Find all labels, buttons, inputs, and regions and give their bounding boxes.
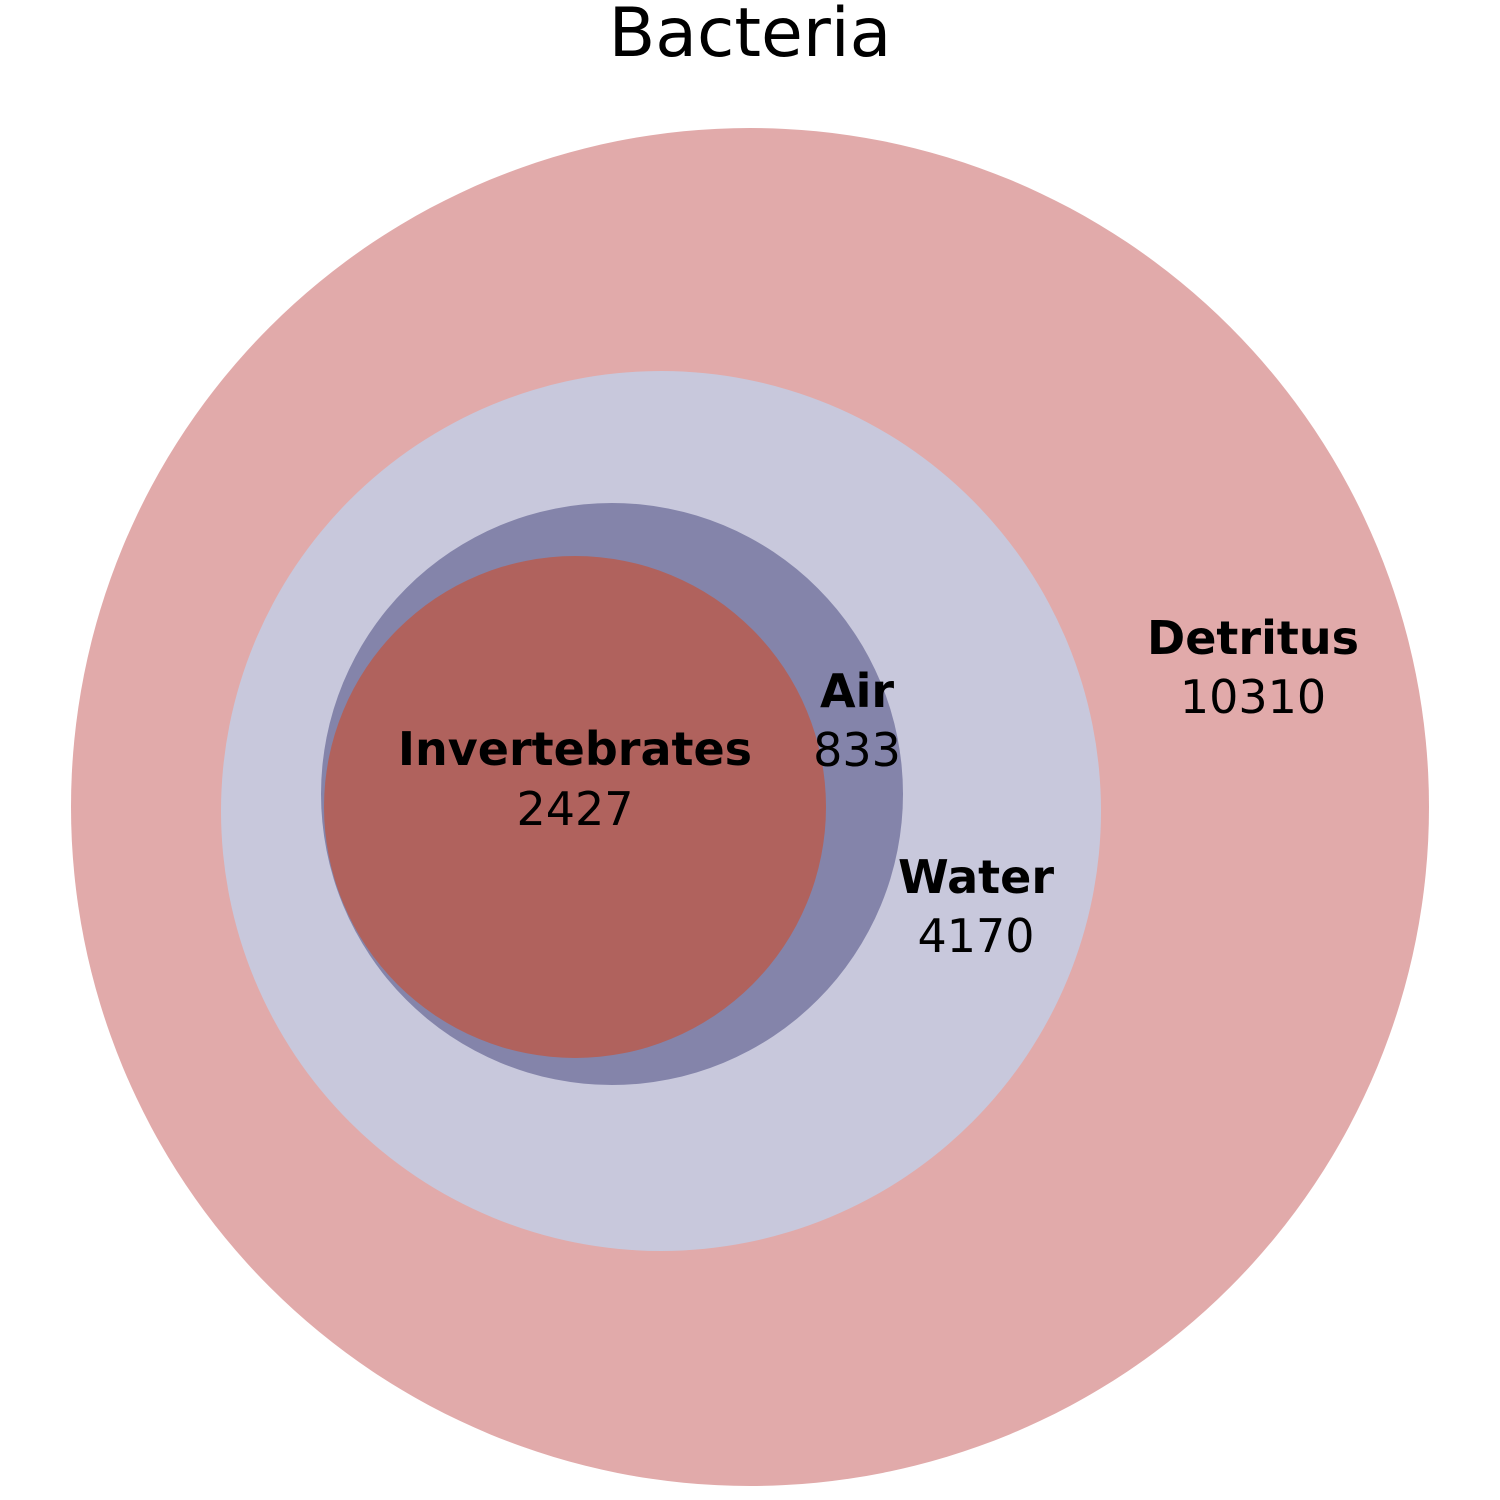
label-invertebrates-name: Invertebrates [398,722,752,776]
label-invertebrates-value: 2427 [516,782,633,836]
label-detritus-name: Detritus [1147,611,1359,665]
chart-title: Bacteria [609,0,892,73]
label-water-value: 4170 [917,909,1034,963]
label-air-value: 833 [813,723,901,777]
circle-invertebrates [324,556,826,1058]
label-detritus-value: 10310 [1180,670,1326,724]
label-air-name: Air [820,664,894,718]
label-water-name: Water [898,850,1054,904]
